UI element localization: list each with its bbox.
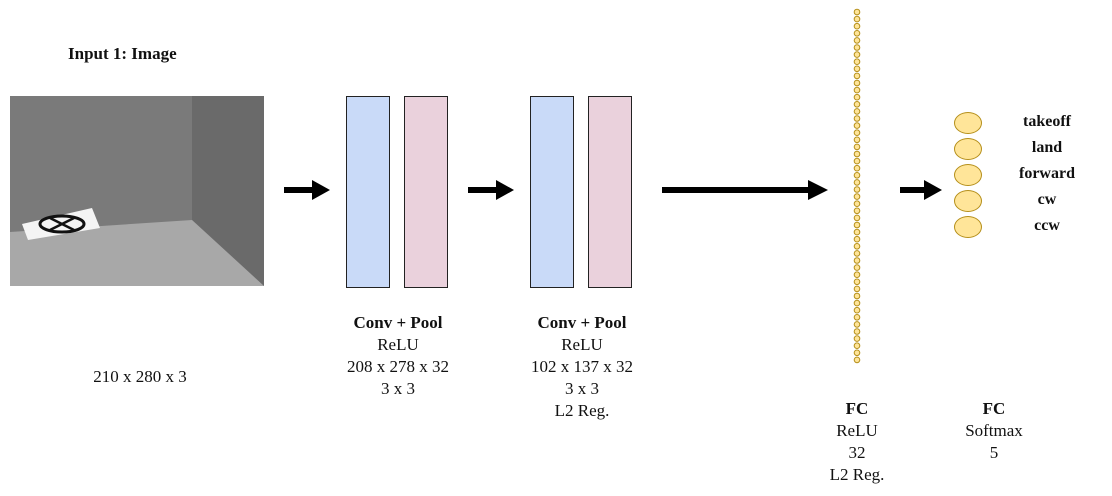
conv1-pool-layer xyxy=(404,96,448,288)
fc1-units: 32 xyxy=(848,443,866,462)
fc1-neuron xyxy=(853,335,861,342)
fc1-neuron xyxy=(853,150,861,158)
output-node xyxy=(954,112,982,134)
output-label-takeoff: takeoff xyxy=(1023,113,1071,130)
conv1-activation: ReLU xyxy=(377,335,419,354)
fc1-neuron xyxy=(853,186,861,193)
fc1-neuron xyxy=(853,257,861,264)
conv2-shape: 102 x 137 x 32 xyxy=(531,357,633,376)
fc1-neuron xyxy=(853,179,861,186)
fc1-neuron xyxy=(853,51,861,58)
fc1-neuron xyxy=(853,65,861,73)
fc2-title: FC xyxy=(982,399,1006,418)
fc2-output-layer: takeoff land forward cw ccw xyxy=(950,112,1100,272)
fc1-neuron xyxy=(853,314,861,321)
fc1-title: FC xyxy=(845,399,869,418)
fc2-units: 5 xyxy=(989,443,999,462)
conv2-pool-layer xyxy=(588,96,632,288)
fc1-reg: L2 Reg. xyxy=(829,465,885,484)
fc1-neuron xyxy=(853,292,861,300)
input-image xyxy=(10,96,264,286)
fc1-neuron xyxy=(853,356,861,364)
fc1-neuron xyxy=(853,122,861,129)
input-dims: 210 x 280 x 3 xyxy=(93,367,187,386)
fc1-neuron xyxy=(853,93,861,101)
fc1-neuron xyxy=(853,306,861,314)
fc1-neuron xyxy=(853,157,861,165)
fc2-activation: Softmax xyxy=(965,421,1023,440)
output-node xyxy=(954,164,982,186)
conv2-kernel: 3 x 3 xyxy=(565,379,599,398)
conv2-reg: L2 Reg. xyxy=(554,401,610,420)
fc1-neuron xyxy=(853,264,861,271)
fc1-neuron xyxy=(853,79,861,87)
fc1-neuron xyxy=(853,136,861,144)
output-node xyxy=(954,190,982,212)
fc1-neuron xyxy=(853,143,861,151)
fc1-neuron xyxy=(853,349,861,357)
conv1-shape: 208 x 278 x 32 xyxy=(347,357,449,376)
fc1-neuron xyxy=(853,101,861,108)
output-label-forward: forward xyxy=(1019,165,1075,182)
fc1-neuron xyxy=(853,243,861,250)
fc1-neuron xyxy=(853,115,861,122)
conv1-title: Conv + Pool xyxy=(353,313,443,332)
fc1-neuron xyxy=(853,278,861,286)
output-label-ccw: ccw xyxy=(1034,217,1060,234)
fc1-neuron-column xyxy=(853,8,861,364)
conv2-label: Conv + Pool ReLU 102 x 137 x 32 3 x 3 L2… xyxy=(492,312,672,422)
fc1-neuron xyxy=(853,37,861,44)
fc1-neuron xyxy=(853,328,861,335)
conv1-label: Conv + Pool ReLU 208 x 278 x 32 3 x 3 xyxy=(308,312,488,400)
fc1-label: FC ReLU 32 L2 Reg. xyxy=(767,398,947,486)
fc1-neuron xyxy=(853,72,861,80)
arrow-conv1-to-conv2 xyxy=(468,180,514,200)
fc1-neuron xyxy=(853,15,861,23)
fc1-neuron xyxy=(853,221,861,229)
fc1-neuron xyxy=(853,200,861,207)
fc1-neuron xyxy=(853,250,861,257)
fc1-neuron xyxy=(853,58,861,66)
conv2-conv-layer xyxy=(530,96,574,288)
fc1-neuron xyxy=(853,285,861,293)
fc1-neuron xyxy=(853,8,861,16)
fc1-neuron xyxy=(853,299,861,307)
conv2-activation: ReLU xyxy=(561,335,603,354)
fc1-neuron xyxy=(853,30,861,37)
arrow-fc1-to-fc2 xyxy=(900,180,942,200)
output-node xyxy=(954,216,982,238)
fc1-neuron xyxy=(853,164,861,172)
arrow-input-to-conv1 xyxy=(284,180,330,200)
fc1-neuron xyxy=(853,22,861,30)
conv1-conv-layer xyxy=(346,96,390,288)
fc1-neuron xyxy=(853,44,861,51)
fc2-label: FC Softmax 5 xyxy=(904,398,1084,464)
fc1-neuron xyxy=(853,86,861,94)
fc1-neuron xyxy=(853,342,861,350)
landing-pad-icon xyxy=(22,208,100,240)
fc1-neuron xyxy=(853,214,861,222)
output-node xyxy=(954,138,982,160)
fc1-neuron xyxy=(853,129,861,136)
fc1-neuron xyxy=(853,193,861,200)
output-label-land: land xyxy=(1031,139,1063,156)
arrow-conv2-to-fc1 xyxy=(662,180,828,200)
fc1-neuron xyxy=(853,271,861,279)
fc1-activation: ReLU xyxy=(836,421,878,440)
output-label-cw: cw xyxy=(1037,191,1057,208)
fc1-neuron xyxy=(853,207,861,215)
fc1-neuron xyxy=(853,108,861,115)
fc1-neuron xyxy=(853,228,861,236)
conv2-title: Conv + Pool xyxy=(537,313,627,332)
fc1-neuron xyxy=(853,172,861,179)
conv1-kernel: 3 x 3 xyxy=(381,379,415,398)
fc1-neuron xyxy=(853,321,861,328)
fc1-neuron xyxy=(853,235,861,243)
input-title: Input 1: Image xyxy=(68,44,177,63)
